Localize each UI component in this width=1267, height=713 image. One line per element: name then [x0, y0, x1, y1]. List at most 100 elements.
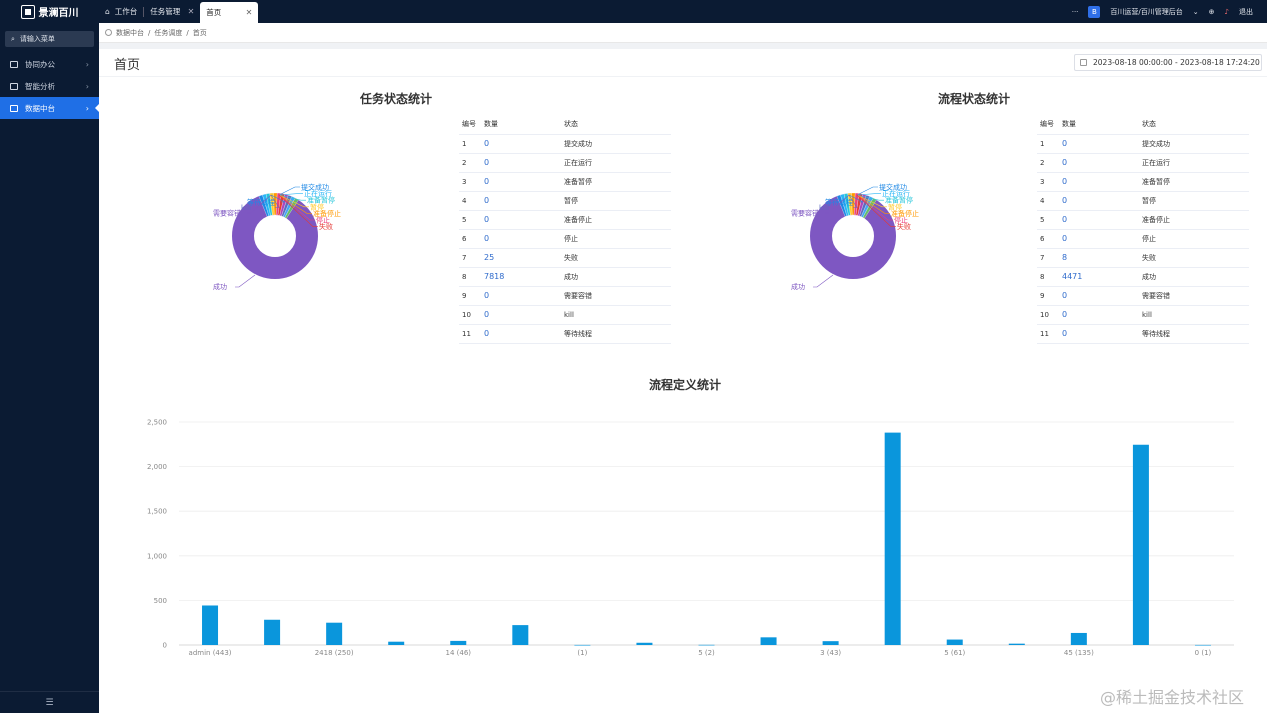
table-cell-count: 0 [481, 134, 561, 154]
notification-icon[interactable]: ♪ [1224, 7, 1229, 16]
breadcrumb-item[interactable]: 数据中台 [116, 28, 144, 37]
search-icon: ⌕ [11, 34, 15, 43]
table-row: 1 0 提交成功 [1037, 134, 1249, 154]
table-cell-count: 0 [481, 286, 561, 306]
breadcrumb: 数据中台 / 任务调度 / 首页 [99, 23, 1267, 43]
tab-home[interactable]: 首页 ✕ [200, 2, 259, 23]
system-switcher[interactable]: 百川运营/百川管理后台 [1110, 7, 1183, 16]
chevron-right-icon: › [85, 103, 89, 113]
table-row: 11 0 等待线程 [459, 324, 671, 344]
table-cell-status: 成功 [1139, 267, 1249, 287]
table-cell-id: 4 [1037, 191, 1059, 211]
table-cell-status: 正在运行 [561, 153, 671, 173]
table-row: 8 4471 成功 [1037, 267, 1249, 287]
table-cell-status: 失败 [561, 248, 671, 268]
x-tick-label: 3 (43) [820, 649, 841, 657]
globe-icon[interactable]: ⊕ [1208, 7, 1215, 16]
location-icon [105, 29, 112, 36]
sidebar-item-data-center[interactable]: 数据中台 › [0, 97, 99, 119]
table-cell-count: 0 [481, 172, 561, 192]
table-cell-status: 失败 [1139, 248, 1249, 268]
top-bar: 景澜百川 ⌂ 工作台 任务管理 ✕ 首页 ✕ ··· B 百川运营/百川管理后台… [0, 0, 1267, 23]
table-cell-status: 需要容错 [561, 286, 671, 306]
table-cell-count: 0 [481, 191, 561, 211]
table-row: 4 0 暂停 [1037, 191, 1249, 211]
page-title: 首页 [114, 58, 141, 73]
search-placeholder: 请输入菜单 [19, 35, 55, 43]
more-icon[interactable]: ··· [1071, 7, 1079, 16]
bar [1008, 643, 1025, 645]
bar [388, 641, 405, 645]
status-slice [862, 197, 877, 219]
column-header: 编号 [459, 114, 481, 135]
process-stats-table: 编号 数量 状态 1 0 提交成功 2 0 正在运行 3 0 准备暂停 4 0 暂停 5 0 准备停止 6 0 停… [1037, 114, 1249, 344]
logout-button[interactable]: 退出 [1239, 7, 1253, 16]
slice-label: 失败 [897, 222, 911, 231]
y-tick-label: 2,000 [147, 463, 167, 471]
column-header: 状态 [561, 114, 671, 135]
table-cell-count: 0 [1059, 286, 1139, 306]
sidebar: ⌕ 请输入菜单 协同办公 › 智能分析 › 数据中台 › ☰ [0, 23, 99, 713]
close-icon[interactable]: ✕ [245, 8, 253, 17]
slice-label: 需要容错 [791, 209, 819, 218]
bar [760, 637, 777, 645]
table-cell-count: 0 [1059, 134, 1139, 154]
tab-divider [143, 6, 145, 17]
slice-label: 准备停止 [891, 209, 919, 218]
app-logo[interactable]: 景澜百川 [0, 0, 99, 23]
table-cell-status: 准备暂停 [1139, 172, 1249, 192]
sidebar-item-analysis[interactable]: 智能分析 › [0, 75, 99, 97]
slice-label: 需要容错 [213, 209, 241, 218]
process-definition-title: 流程定义统计 [649, 378, 722, 392]
table-cell-id: 7 [459, 248, 481, 268]
table-row: 2 0 正在运行 [1037, 153, 1249, 173]
table-cell-status: 停止 [561, 229, 671, 249]
table-cell-count: 0 [1059, 305, 1139, 325]
table-cell-status: 需要容错 [1139, 286, 1249, 306]
table-cell-status: 等待线程 [561, 324, 671, 344]
collapse-sidebar-icon[interactable]: ☰ [0, 691, 99, 713]
table-row: 4 0 暂停 [459, 191, 671, 211]
slice-label: 暂停 [888, 202, 902, 211]
table-cell-status: 提交成功 [1139, 134, 1249, 154]
table-cell-id: 3 [459, 172, 481, 192]
menu-search-input[interactable]: ⌕ 请输入菜单 [5, 31, 94, 47]
bar [636, 642, 653, 645]
table-cell-id: 10 [459, 305, 481, 325]
x-tick-label: 14 (46) [446, 649, 472, 657]
tab-label: 首页 [206, 8, 222, 17]
monitor-icon [10, 104, 18, 112]
bar [698, 644, 715, 646]
table-cell-status: 准备停止 [1139, 210, 1249, 230]
bar [822, 641, 839, 645]
slice-label: 正在运行 [882, 189, 910, 198]
table-cell-count: 0 [481, 210, 561, 230]
slice-label: 停止 [894, 216, 908, 225]
task-stats-table: 编号 数量 状态 1 0 提交成功 2 0 正在运行 3 0 准备暂停 4 0 暂停 5 0 准备停止 6 0 停… [459, 114, 671, 344]
table-cell-status: 等待线程 [1139, 324, 1249, 344]
table-cell-count: 0 [1059, 172, 1139, 192]
table-cell-id: 6 [459, 229, 481, 249]
bar [1070, 632, 1087, 645]
breadcrumb-item[interactable]: 任务调度 [154, 28, 183, 37]
date-range-picker[interactable]: 2023-08-18 00:00:00 - 2023-08-18 17:24:2… [1074, 54, 1262, 71]
table-row: 6 0 停止 [1037, 229, 1249, 249]
home-icon: ⌂ [105, 7, 110, 16]
bar [450, 640, 467, 645]
bar [202, 605, 219, 645]
column-header: 数量 [481, 114, 561, 135]
y-tick-label: 1,500 [147, 508, 167, 516]
column-header: 编号 [1037, 114, 1059, 135]
slice-label: 失败 [319, 222, 333, 231]
chevron-down-icon[interactable]: ⌄ [1192, 7, 1199, 16]
table-cell-status: 停止 [1139, 229, 1249, 249]
tab-workbench[interactable]: ⌂ 工作台 [99, 0, 143, 23]
close-icon[interactable]: ✕ [187, 7, 195, 16]
slice-label: kill [819, 204, 829, 212]
tab-task-management[interactable]: 任务管理 ✕ [144, 0, 200, 23]
table-cell-id: 5 [1037, 210, 1059, 230]
x-tick-label: 5 (61) [944, 649, 965, 657]
table-row: 3 0 准备暂停 [459, 172, 671, 192]
logo-text: 景澜百川 [38, 8, 79, 19]
sidebar-item-collaboration[interactable]: 协同办公 › [0, 53, 99, 75]
